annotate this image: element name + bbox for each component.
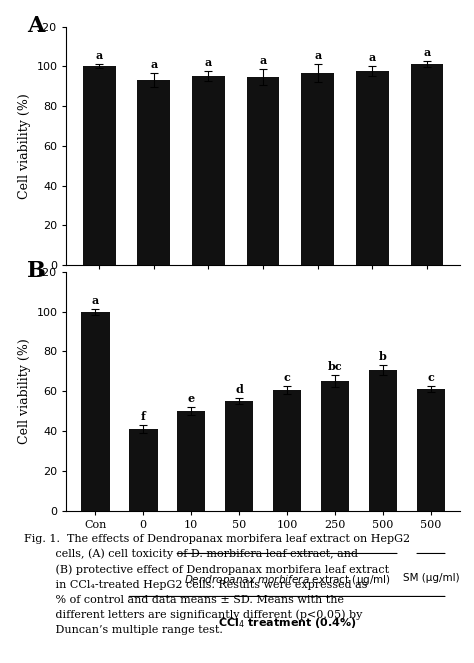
- Text: $\it{Dendropanax\ morbifera}$ extract (μg/ml): $\it{Dendropanax\ morbifera}$ extract (μ…: [183, 573, 391, 587]
- Text: bc: bc: [328, 361, 342, 372]
- Bar: [417, 389, 446, 511]
- Bar: [81, 312, 109, 511]
- Bar: [129, 429, 157, 511]
- Bar: [83, 66, 116, 265]
- Text: Fig. 1.  The effects of Dendropanax morbifera leaf extract on HepG2
         cel: Fig. 1. The effects of Dendropanax morbi…: [24, 534, 410, 635]
- Bar: [246, 78, 280, 265]
- Text: SM (μg/ml): SM (μg/ml): [403, 573, 459, 583]
- Text: a: a: [91, 294, 99, 306]
- Text: c: c: [428, 372, 435, 383]
- Bar: [225, 401, 254, 511]
- Text: a: a: [259, 55, 267, 66]
- Bar: [273, 390, 301, 511]
- Text: B: B: [27, 260, 46, 282]
- Text: a: a: [423, 47, 430, 58]
- Text: a: a: [205, 57, 212, 68]
- Text: a: a: [96, 50, 103, 61]
- Text: a: a: [369, 52, 376, 64]
- Text: f: f: [141, 411, 146, 422]
- Bar: [410, 64, 443, 265]
- Bar: [320, 381, 349, 511]
- Bar: [369, 370, 397, 511]
- Bar: [301, 73, 334, 265]
- Text: CCl$_4$ treatment (0.4%): CCl$_4$ treatment (0.4%): [218, 615, 356, 630]
- Bar: [137, 80, 170, 265]
- Text: d: d: [235, 384, 243, 395]
- Bar: [177, 411, 206, 511]
- Text: c: c: [283, 372, 291, 383]
- Text: a: a: [314, 50, 321, 61]
- Y-axis label: Cell viability (%): Cell viability (%): [18, 338, 31, 444]
- Bar: [356, 72, 389, 265]
- Text: e: e: [188, 393, 195, 404]
- Bar: [192, 76, 225, 265]
- Text: A: A: [27, 15, 45, 36]
- Text: b: b: [379, 351, 387, 362]
- Text: SM (μg/ml): SM (μg/ml): [399, 328, 456, 337]
- Text: a: a: [150, 59, 157, 70]
- Y-axis label: Cell viability (%): Cell viability (%): [18, 93, 31, 199]
- Text: $\it{Dendropanax\ morbifera}$ extract (μg/ml): $\it{Dendropanax\ morbifera}$ extract (μ…: [160, 328, 366, 341]
